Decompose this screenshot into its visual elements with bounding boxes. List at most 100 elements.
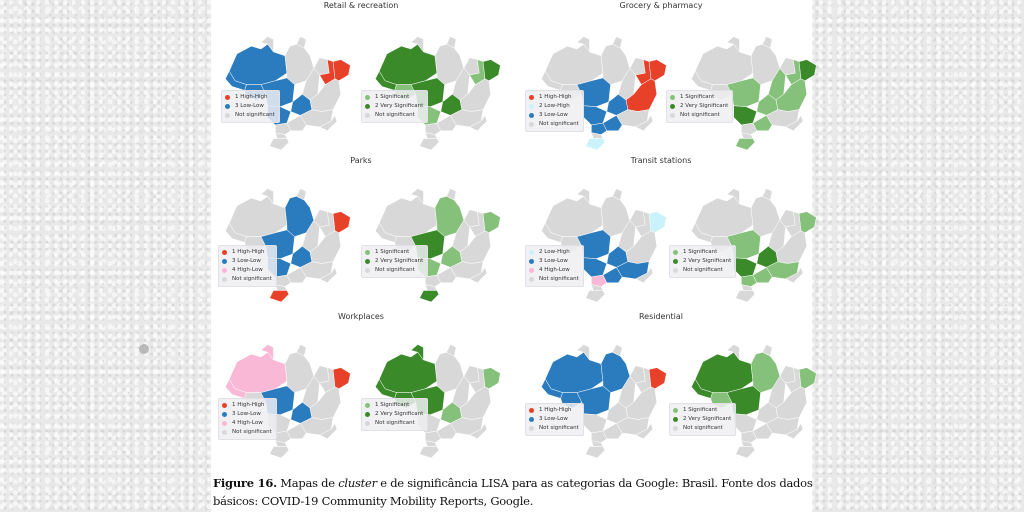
legend-label: Not significant <box>375 112 415 118</box>
significance-legend: 1 Significant 2 Very Significant Not sig… <box>669 403 737 436</box>
legend-label: 3 Low-Low <box>235 103 264 109</box>
cluster-legend: 1 High-High 3 Low-Low Not significant <box>221 90 280 123</box>
legend-label: Not significant <box>232 276 272 282</box>
not-significant-swatch <box>222 277 227 282</box>
legend-item: Not significant <box>529 424 579 433</box>
cluster-legend: 1 High-High 3 Low-Low 4 High-Low Not sig… <box>218 245 277 287</box>
panel-title: Grocery & pharmacy <box>619 1 703 10</box>
legend-item: 1 High-High <box>225 93 275 102</box>
legend-label: 1 Significant <box>375 402 410 408</box>
not-significant-swatch <box>222 430 227 435</box>
low-low-swatch <box>225 104 230 109</box>
legend-item: 2 Very Significant <box>365 410 423 419</box>
panel-parks: Parks 1 High-High 3 Low-Low <box>211 155 511 310</box>
legend-item: 1 Significant <box>365 93 423 102</box>
significance-legend: 1 Significant 2 Very Significant Not sig… <box>361 90 429 123</box>
legend-item: 1 Significant <box>670 93 728 102</box>
legend-label: 4 High-Low <box>232 420 263 426</box>
very-significant-swatch <box>365 259 370 264</box>
panel-title: Transit stations <box>630 156 692 165</box>
panel-grocery-pharmacy: Grocery & pharmacy 1 High-High <box>511 0 817 155</box>
legend-item: 4 High-Low <box>529 266 579 275</box>
high-high-swatch <box>222 403 227 408</box>
low-high-swatch <box>529 250 534 255</box>
not-significant-swatch <box>529 426 534 431</box>
legend-label: 3 Low-Low <box>232 258 261 264</box>
legend-label: 1 High-High <box>232 249 265 255</box>
legend-label: Not significant <box>683 267 723 273</box>
high-low-swatch <box>222 421 227 426</box>
legend-item: Not significant <box>365 111 423 120</box>
legend-label: 4 High-Low <box>232 267 263 273</box>
textured-wall-left <box>0 0 211 512</box>
legend-label: 1 High-High <box>539 94 572 100</box>
legend-item: Not significant <box>673 424 731 433</box>
legend-item: 3 Low-Low <box>222 257 272 266</box>
not-significant-swatch <box>529 277 534 282</box>
legend-label: Not significant <box>539 425 579 431</box>
legend-label: Not significant <box>375 267 415 273</box>
significance-map <box>365 177 505 302</box>
not-significant-swatch <box>365 421 370 426</box>
legend-item: 4 High-Low <box>222 266 272 275</box>
legend-item: 2 Very Significant <box>365 102 423 111</box>
very-significant-swatch <box>365 104 370 109</box>
legend-label: 2 Very Significant <box>375 411 424 417</box>
legend-item: 2 Low-High <box>529 248 579 257</box>
legend-label: 3 Low-Low <box>232 411 261 417</box>
not-significant-swatch <box>365 268 370 273</box>
significant-swatch <box>365 95 370 100</box>
legend-label: 1 High-High <box>235 94 268 100</box>
significance-map <box>365 333 505 458</box>
legend-item: 4 High-Low <box>222 419 272 428</box>
panel-workplaces: Workplaces 1 High-High 3 Low-Lo <box>211 311 511 466</box>
legend-label: Not significant <box>683 425 723 431</box>
legend-item: 3 Low-Low <box>529 257 579 266</box>
legend-label: 1 Significant <box>680 94 715 100</box>
legend-item: 2 Very Significant <box>673 415 731 424</box>
low-low-swatch <box>222 412 227 417</box>
caption-italic: cluster <box>338 476 377 490</box>
legend-item: 3 Low-Low <box>225 102 275 111</box>
significance-legend: 1 Significant 2 Very Significant Not sig… <box>361 398 429 431</box>
significance-map <box>681 333 821 458</box>
legend-label: 4 High-Low <box>539 267 570 273</box>
legend-label: 2 Very Significant <box>375 103 424 109</box>
not-significant-swatch <box>529 122 534 127</box>
very-significant-swatch <box>670 104 675 109</box>
legend-item: Not significant <box>529 275 579 284</box>
cluster-legend: 1 High-High 2 Low-High 3 Low-Low Not sig… <box>525 90 584 132</box>
legend-item: 1 High-High <box>222 248 272 257</box>
low-low-swatch <box>529 417 534 422</box>
legend-item: 3 Low-Low <box>529 111 579 120</box>
legend-item: 2 Very Significant <box>670 102 728 111</box>
significant-swatch <box>365 403 370 408</box>
panel-retail-recreation: Retail & recreation 1 High-High <box>211 0 511 155</box>
significance-map <box>365 25 505 150</box>
legend-label: Not significant <box>232 429 272 435</box>
high-low-swatch <box>222 268 227 273</box>
legend-label: 1 High-High <box>539 407 572 413</box>
significance-legend: 1 Significant 2 Very Significant Not sig… <box>666 90 734 123</box>
cluster-map <box>215 25 355 150</box>
legend-label: 1 Significant <box>375 94 410 100</box>
significant-swatch <box>670 95 675 100</box>
legend-item: 1 Significant <box>673 248 731 257</box>
low-high-swatch <box>529 104 534 109</box>
legend-item: 2 Very Significant <box>673 257 731 266</box>
not-significant-swatch <box>673 426 678 431</box>
significance-map <box>681 25 821 150</box>
low-low-swatch <box>222 259 227 264</box>
not-significant-swatch <box>670 113 675 118</box>
legend-label: 1 High-High <box>232 402 265 408</box>
legend-label: 1 Significant <box>375 249 410 255</box>
caption-text: e de significância LISA para as categori… <box>213 476 813 508</box>
not-significant-swatch <box>673 268 678 273</box>
cluster-legend: 1 High-High 3 Low-Low 4 High-Low Not sig… <box>218 398 277 440</box>
very-significant-swatch <box>365 412 370 417</box>
legend-label: 1 Significant <box>683 249 718 255</box>
very-significant-swatch <box>673 417 678 422</box>
panel-title: Parks <box>350 156 372 165</box>
legend-item: 3 Low-Low <box>222 410 272 419</box>
significance-map <box>681 177 821 302</box>
